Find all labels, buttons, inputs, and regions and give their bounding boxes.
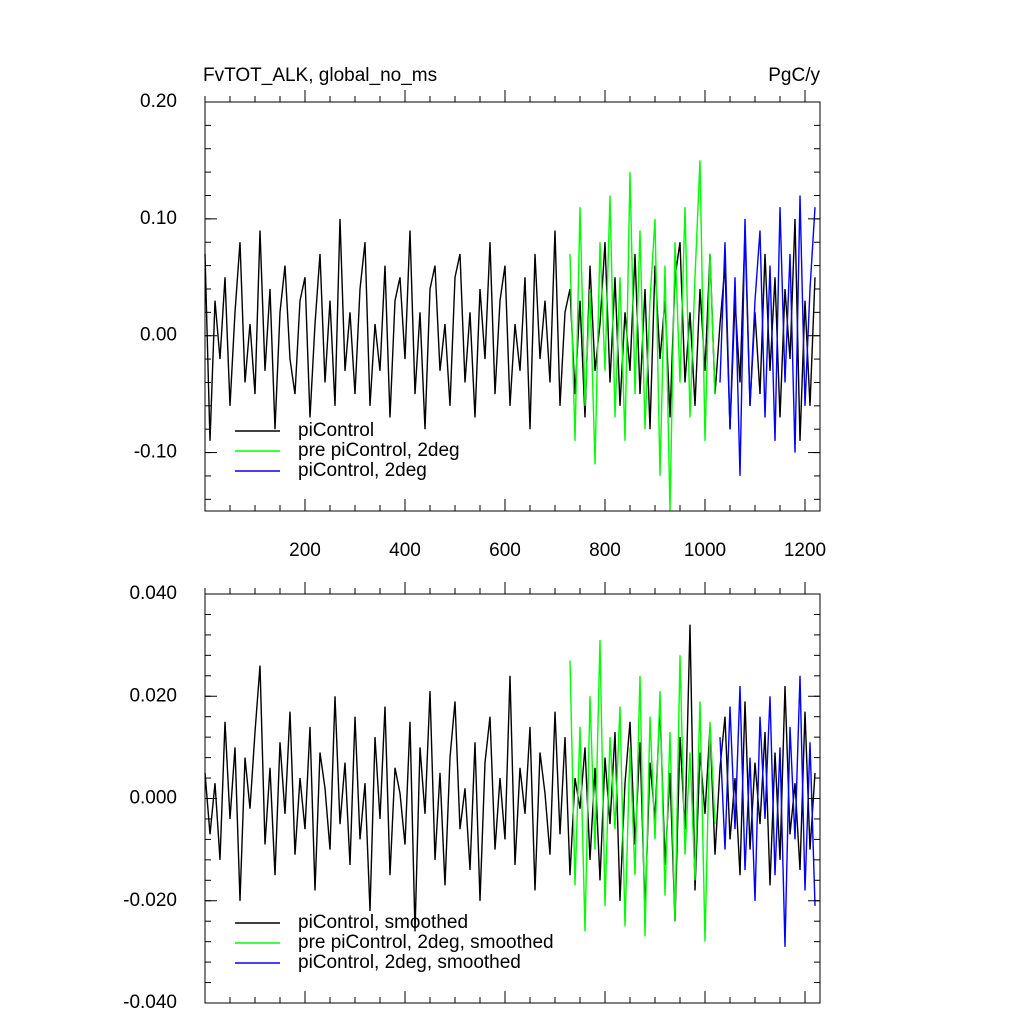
- x-tick-label: 1000: [684, 540, 726, 561]
- chart-title: FvTOT_ALK, global_no_ms: [203, 65, 437, 86]
- data-line: [719, 675, 816, 947]
- y-tick-label: -0.020: [123, 890, 177, 911]
- data-line: [204, 624, 816, 932]
- x-tick-label: 600: [489, 540, 521, 561]
- units-label: PgC/y: [768, 65, 820, 86]
- legend-label: piControl: [298, 420, 374, 441]
- y-tick-label: 0.00: [140, 325, 177, 346]
- legend-label: piControl, smoothed: [298, 912, 468, 933]
- data-line: [204, 218, 816, 441]
- y-tick-label: 0.000: [129, 788, 177, 809]
- plot-frame: [204, 101, 821, 512]
- x-tick-label: 200: [289, 540, 321, 561]
- legend-label: pre piControl, 2deg: [298, 440, 460, 461]
- legend-label: piControl, 2deg, smoothed: [298, 952, 521, 973]
- y-tick-label: 0.040: [129, 583, 177, 604]
- x-tick-label: 800: [589, 540, 621, 561]
- x-tick-label: 400: [389, 540, 421, 561]
- legend-label: pre piControl, 2deg, smoothed: [298, 932, 554, 953]
- x-tick-label: 1200: [784, 540, 826, 561]
- data-line: [569, 160, 716, 512]
- legend-label: piControl, 2deg: [298, 460, 427, 481]
- y-tick-label: 0.20: [140, 91, 177, 112]
- y-tick-label: 0.10: [140, 208, 177, 229]
- y-tick-label: 0.020: [129, 685, 177, 706]
- y-tick-label: -0.10: [134, 442, 177, 463]
- y-tick-label: -0.040: [123, 992, 177, 1013]
- data-line: [719, 195, 816, 476]
- data-line: [569, 639, 716, 942]
